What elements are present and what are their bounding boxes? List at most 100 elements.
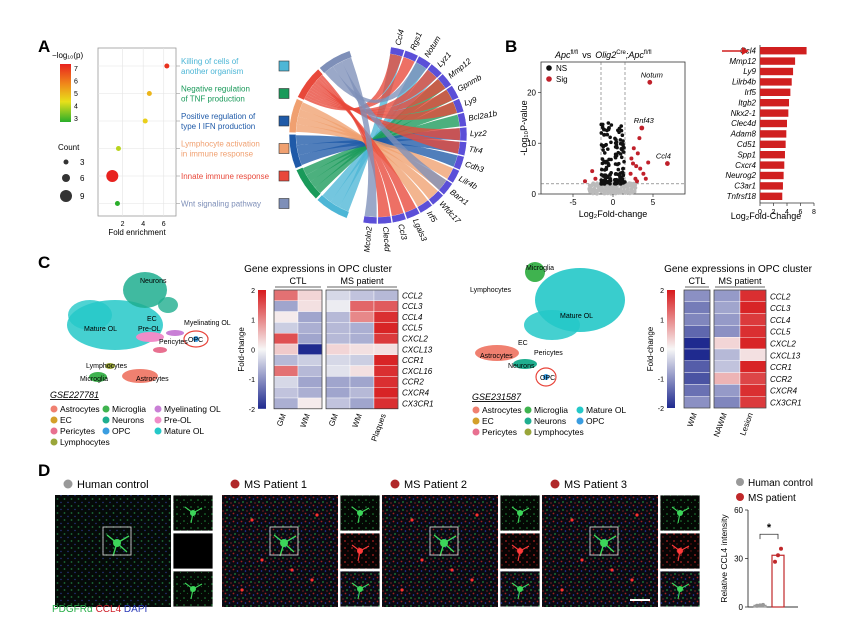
term-color-box-5: [278, 170, 290, 182]
heatmap-gene-cxcr4: CXCR4: [770, 387, 798, 396]
chord-gene-arc-lyz2: [459, 126, 468, 142]
volcano-point-ns: [622, 159, 626, 164]
chord-gene-label-mmp12: Mmp12: [447, 56, 474, 80]
bar-c3ar1: [760, 182, 783, 190]
umap-left-opc-circle: [183, 330, 209, 348]
panel-label-c: C: [38, 253, 50, 272]
heatmap-cell: [297, 289, 323, 302]
heatmap-cell: [373, 333, 399, 345]
bar-x-label: Log₂Fold-Change: [731, 211, 802, 221]
legend-label-myelinating-ol: Myelinating OL: [164, 404, 221, 414]
volcano-point-bg: [629, 187, 633, 191]
ccl4-spot: [310, 578, 314, 582]
panel-a: A −log₁₀(p) 7 6 5 4 3 Count 3 6 9 2 4 6 Fold e…: [38, 28, 498, 253]
heatmap-cell: [325, 354, 351, 366]
heatmap-cell: [739, 372, 767, 385]
heatmap-gene-ccr2: CCR2: [770, 375, 792, 384]
volcano-point-bg: [603, 185, 608, 189]
heatmap-gene-ccl4: CCL4: [402, 313, 423, 322]
count-legend-dot-small: [63, 159, 69, 165]
umap-right-astrocytes: [475, 345, 519, 361]
chart-legend-ms: MS patient: [748, 493, 796, 504]
legend-dot-mature-ol: [154, 427, 162, 435]
chord-ribbon: [296, 139, 460, 156]
cell-process-3: [593, 534, 617, 557]
volcano-y-label: -Log₁₀P-value: [519, 100, 529, 155]
heatmap-cell: [297, 354, 323, 366]
legend-dot-ec: [50, 416, 58, 424]
chord-gene-label-ly9: Ly9: [463, 95, 479, 108]
heatmap-cell: [349, 365, 375, 377]
sample-label-ms-patient-2: MS Patient 2: [404, 479, 467, 491]
inset-process: [511, 582, 530, 600]
bar-adam8: [760, 130, 787, 138]
heatmap-scale-tick-1: 1: [251, 318, 255, 325]
heatmap-frame-ms: [325, 289, 399, 410]
ccl4-spot: [560, 588, 564, 592]
micrograph-main-3: [542, 495, 658, 607]
chord-gene-label-clec4d: Clec4d: [381, 226, 392, 252]
volcano-point-ns: [599, 178, 604, 182]
umap-right-label-astrocytes: Astrocytes: [480, 353, 513, 360]
heatmap-cell: [373, 311, 399, 323]
chart-legend-control: Human control: [748, 478, 813, 489]
heatmap-scale-tick-2: 2: [660, 288, 664, 295]
term-label-1-line2: another organism: [181, 67, 244, 76]
volcano-points: Notum Rnf43 Ccl4: [541, 62, 685, 196]
ccl4-intensity-chart: Human control MS patient 0 30 60 Relative CCL…: [719, 478, 813, 612]
heatmap-cell: [273, 376, 299, 388]
heatmap-cell: [713, 360, 741, 373]
sample-label-ms-patient-3: MS Patient 3: [564, 479, 627, 491]
legend-label-neurons: Neurons: [112, 415, 144, 425]
volcano-point-ns: [603, 175, 607, 179]
umap-right-label-opc: OPC: [540, 375, 555, 382]
heatmap-gene-ccl3: CCL3: [770, 304, 791, 313]
umap-left-label-pre-ol: Pre-OL: [138, 326, 161, 333]
legend-label-lymphocytes: Lymphocytes: [534, 427, 584, 437]
sample-label-ms-patient-1: MS Patient 1: [244, 479, 307, 491]
volcano-point-ns: [599, 143, 604, 147]
volcano-y-tick-10: 10: [527, 139, 536, 148]
volcano-point-ns: [613, 172, 618, 176]
volcano-point-notum: [647, 79, 653, 85]
bar-label-c3ar1: C3ar1: [734, 182, 756, 191]
ccl4-arrow-head: [742, 47, 749, 55]
legend-dot-ec: [472, 417, 480, 425]
ccl4-spot: [570, 518, 574, 522]
count-legend-dot-medium: [62, 174, 70, 182]
heatmap-cell: [273, 343, 299, 356]
heatmap-cell: [349, 289, 375, 302]
heatmap-gene-ccr2: CCR2: [402, 378, 424, 387]
volcano-point-sig: [643, 176, 648, 181]
heatmap-cell: [349, 387, 375, 399]
inset-process: [671, 582, 690, 600]
bar-label-adam8: Adam8: [730, 130, 757, 139]
legend-dot-pericytes: [472, 428, 480, 436]
heatmap-cell: [373, 387, 399, 399]
inset-process: [671, 506, 690, 524]
heatmap-gene-ccl2: CCL2: [402, 291, 423, 300]
heatmap-cell: [325, 376, 351, 388]
umap-right-label-neurons: Neurons: [508, 363, 535, 370]
panel-label-b: B: [505, 37, 517, 56]
heatmap-cell: [273, 289, 299, 302]
chord-ribbon: [304, 53, 402, 111]
heatmap-frame-ms: [713, 289, 767, 409]
umap-right-label-microglia: Microglia: [526, 265, 554, 272]
bar-cd51: [760, 140, 786, 148]
panel-label-a: A: [38, 37, 50, 56]
heatmap-scale-tick-2: -2: [249, 407, 255, 414]
volcano-point-ns: [618, 152, 623, 156]
ccl4-spot: [635, 513, 639, 517]
chord-ribbon: [341, 57, 377, 217]
count-legend-dot-large: [60, 190, 72, 202]
heatmap-gene-ccl4: CCL4: [770, 316, 791, 325]
heatmap-frame-ctl: [273, 289, 323, 410]
legend-label-opc: OPC: [112, 426, 130, 436]
volcano-point-ns: [609, 140, 613, 145]
heatmap-col-nawm-1: NAWM: [712, 411, 729, 438]
term-label-2-line1: Negative regulation: [181, 85, 250, 94]
umap-right-label-lymphocytes: Lymphocytes: [470, 287, 511, 294]
